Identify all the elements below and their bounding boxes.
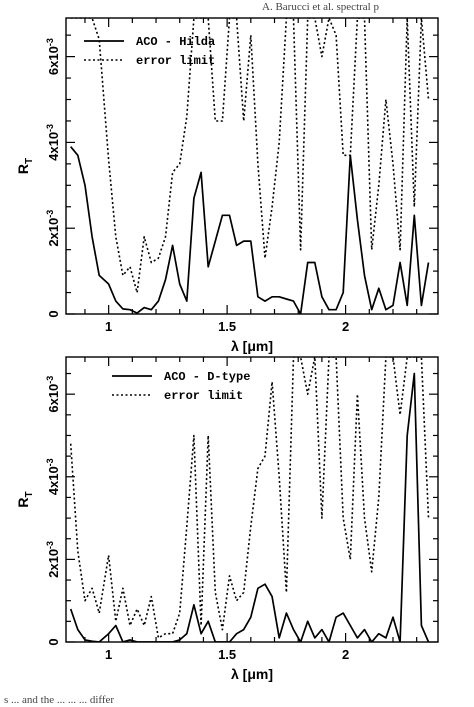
y-tick-exponent: -3 [45,38,55,46]
x-tick-label: 1.5 [218,647,236,662]
y-axis-label-subscript: T [24,158,35,164]
y-tick-label: 0 [46,638,61,645]
series-line-error-limit [70,18,430,294]
page-footer-fragment: s ... and the ... ... ... differ [4,694,114,706]
legend-label: error limit [136,54,215,68]
y-tick-label: 4x10-3 [45,124,61,161]
legend-label: ACO - Hilda [136,35,215,49]
series-line-main [70,146,430,314]
y-axis-label: RT [15,158,35,174]
y-tick-exponent: -3 [45,210,55,218]
y-tick-exponent: -3 [45,376,55,384]
x-tick-label: 1 [105,647,112,662]
legend: ACO - Hilda error limit [84,35,215,68]
y-tick-exponent: -3 [45,124,55,132]
y-tick-label: 4x10-3 [45,458,61,495]
y-tick-exponent: -3 [45,458,55,466]
y-axis-label: RT [15,491,35,507]
y-tick-label: 2x10-3 [45,541,61,578]
chart-top: 1 1.5 2 0 2x10-3 4x10-3 6x10-3 λ [μm] RT ACO - Hi… [15,17,439,354]
y-tick-exponent: -3 [45,541,55,549]
legend: ACO - D-type error limit [112,370,250,403]
plot-frame [65,17,439,315]
legend-label: error limit [164,389,243,403]
x-tick-label: 1.5 [218,319,236,334]
y-tick-label: 2x10-3 [45,210,61,247]
page-header-fragment: A. Barucci et al. spectral p [262,1,379,13]
x-tick-label: 2 [342,319,349,334]
y-axis-label-subscript: T [24,491,35,497]
x-tick-label: 2 [342,647,349,662]
legend-label: ACO - D-type [164,370,250,384]
plot-frame [65,356,439,643]
x-axis-label: λ [μm] [231,338,273,354]
chart-bottom: 1 1.5 2 0 2x10-3 4x10-3 6x10-3 λ [μm] RT ACO - D-… [15,356,439,682]
series-line-error-limit [69,357,430,639]
series-line-main [69,372,430,642]
x-axis-label: λ [μm] [231,666,273,682]
x-tick-label: 1 [105,319,112,334]
y-tick-label: 0 [46,310,61,317]
y-tick-label: 6x10-3 [45,38,61,75]
y-tick-label: 6x10-3 [45,376,61,413]
